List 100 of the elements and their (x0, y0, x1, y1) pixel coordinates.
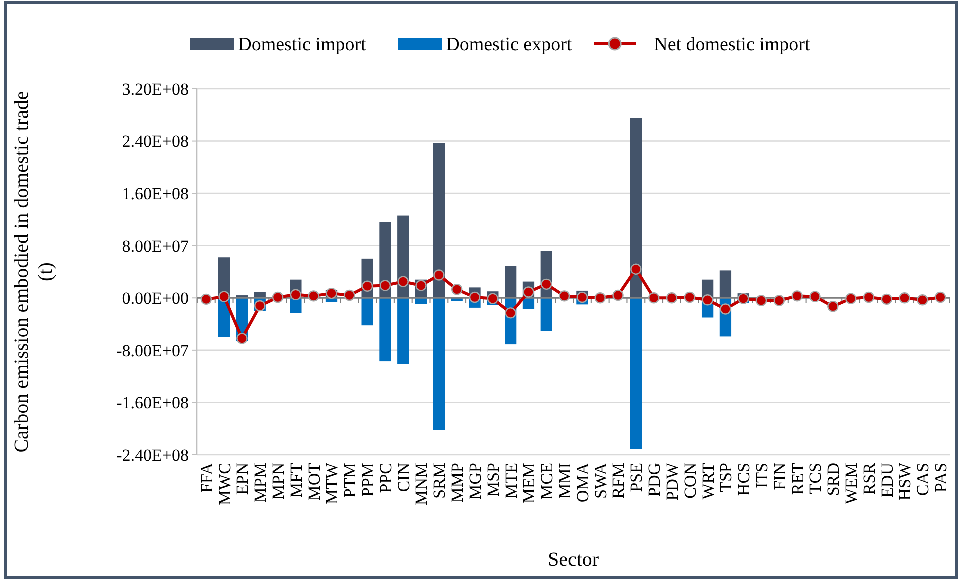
x-tick-label: PAS (932, 463, 951, 493)
point (272, 292, 284, 304)
point (558, 290, 570, 302)
point (308, 290, 320, 302)
bar (522, 298, 535, 310)
point (576, 292, 588, 304)
point (612, 290, 624, 302)
point (344, 290, 356, 302)
x-tick-label: MWC (215, 463, 234, 506)
x-tick-label: ITS (752, 463, 772, 488)
point (684, 292, 696, 304)
x-tick-label: RET (788, 462, 808, 496)
x-tick-label: RSR (860, 462, 879, 496)
point (666, 292, 678, 304)
point (630, 264, 642, 275)
x-tick-label: MTE (502, 463, 521, 499)
point (881, 294, 892, 306)
x-tick-label: CON (680, 463, 700, 499)
bar (362, 298, 374, 326)
bar (630, 298, 642, 450)
x-tick-label: HCS (734, 463, 754, 496)
point (756, 295, 768, 306)
point (434, 270, 445, 281)
y-tick-label: -1.60E+08 (116, 394, 189, 413)
point (863, 292, 875, 304)
x-tick-label: OMA (573, 462, 592, 503)
x-tick-label: MOT (304, 462, 324, 501)
y-tick-label: 3.20E+08 (122, 80, 189, 99)
x-tick-label: MNM (412, 463, 432, 506)
point (218, 291, 230, 302)
x-tick-label: MTW (322, 462, 342, 505)
point (810, 291, 821, 302)
point (541, 278, 552, 290)
bar (540, 298, 552, 332)
point (720, 304, 732, 315)
bar (380, 298, 392, 362)
x-tick-label: PSE (627, 463, 646, 492)
y-tick-label: 2.40E+08 (122, 132, 189, 152)
bar (720, 270, 732, 298)
x-tick-label: SRD (824, 463, 844, 496)
x-tick-label: PDW (662, 462, 682, 501)
point (200, 294, 212, 306)
x-tick-label: MMI (555, 462, 574, 499)
point (774, 295, 786, 306)
x-tick-label: MEM (520, 463, 539, 504)
x-tick-label: HSW (896, 462, 915, 501)
x-tick-label: TCS (806, 463, 826, 494)
bar (505, 266, 517, 298)
legend-label: Domestic export (446, 34, 573, 56)
legend-label: Net domestic import (654, 34, 812, 56)
point (487, 293, 499, 304)
point (362, 280, 374, 292)
point (917, 294, 928, 306)
x-tick-label: MPN (268, 463, 288, 500)
x-tick-label: CIN (394, 463, 414, 492)
x-tick-label: SWA (591, 462, 610, 499)
x-tick-label: PPC (376, 463, 396, 494)
bar (630, 118, 642, 298)
bar (398, 298, 410, 364)
x-tick-label: WEM (842, 463, 862, 505)
point (792, 290, 803, 302)
x-tick-label: MSP (484, 463, 503, 498)
point (505, 308, 516, 319)
x-tick-label: MCE (538, 463, 557, 500)
point (935, 292, 946, 304)
point (738, 293, 750, 304)
point (236, 333, 248, 344)
x-tick-label: EPN (233, 463, 252, 496)
x-tick-label: PTM (340, 463, 360, 498)
x-axis-title: Sector (548, 549, 600, 571)
bar (433, 143, 446, 298)
y-axis-title: Carbon emission embodied in domestic trade (t) (11, 91, 57, 453)
point (702, 294, 714, 306)
point (469, 292, 481, 304)
bar (433, 298, 446, 430)
x-tick-label: PDG (645, 463, 664, 498)
x-tick-label: EDU (878, 463, 897, 498)
x-tick-label: RFM (609, 463, 628, 499)
point (845, 293, 857, 304)
y-tick-label: 8.00E+07 (122, 236, 190, 256)
point (828, 301, 839, 312)
point (648, 292, 660, 304)
x-tick-label: PPM (358, 463, 378, 498)
x-tick-label: TSP (716, 463, 736, 492)
x-tick-label: FIN (770, 463, 790, 490)
bar (290, 298, 302, 314)
x-tick-label: FFA (197, 462, 216, 493)
x-tick-label: CAS (914, 463, 933, 496)
y-tick-label: -8.00E+07 (116, 341, 190, 360)
point (290, 289, 302, 300)
point (452, 284, 463, 296)
point (398, 276, 409, 288)
y-tick-label: -2.40E+08 (116, 446, 189, 465)
y-tick-label: 0.00E+00 (122, 289, 189, 308)
x-tick-label: MPM (251, 463, 270, 503)
point (899, 292, 910, 304)
x-tick-label: MGP (466, 463, 485, 500)
point (594, 292, 606, 304)
x-tick-label: MFT (286, 462, 306, 498)
y-tick-label: 1.60E+08 (122, 184, 189, 204)
